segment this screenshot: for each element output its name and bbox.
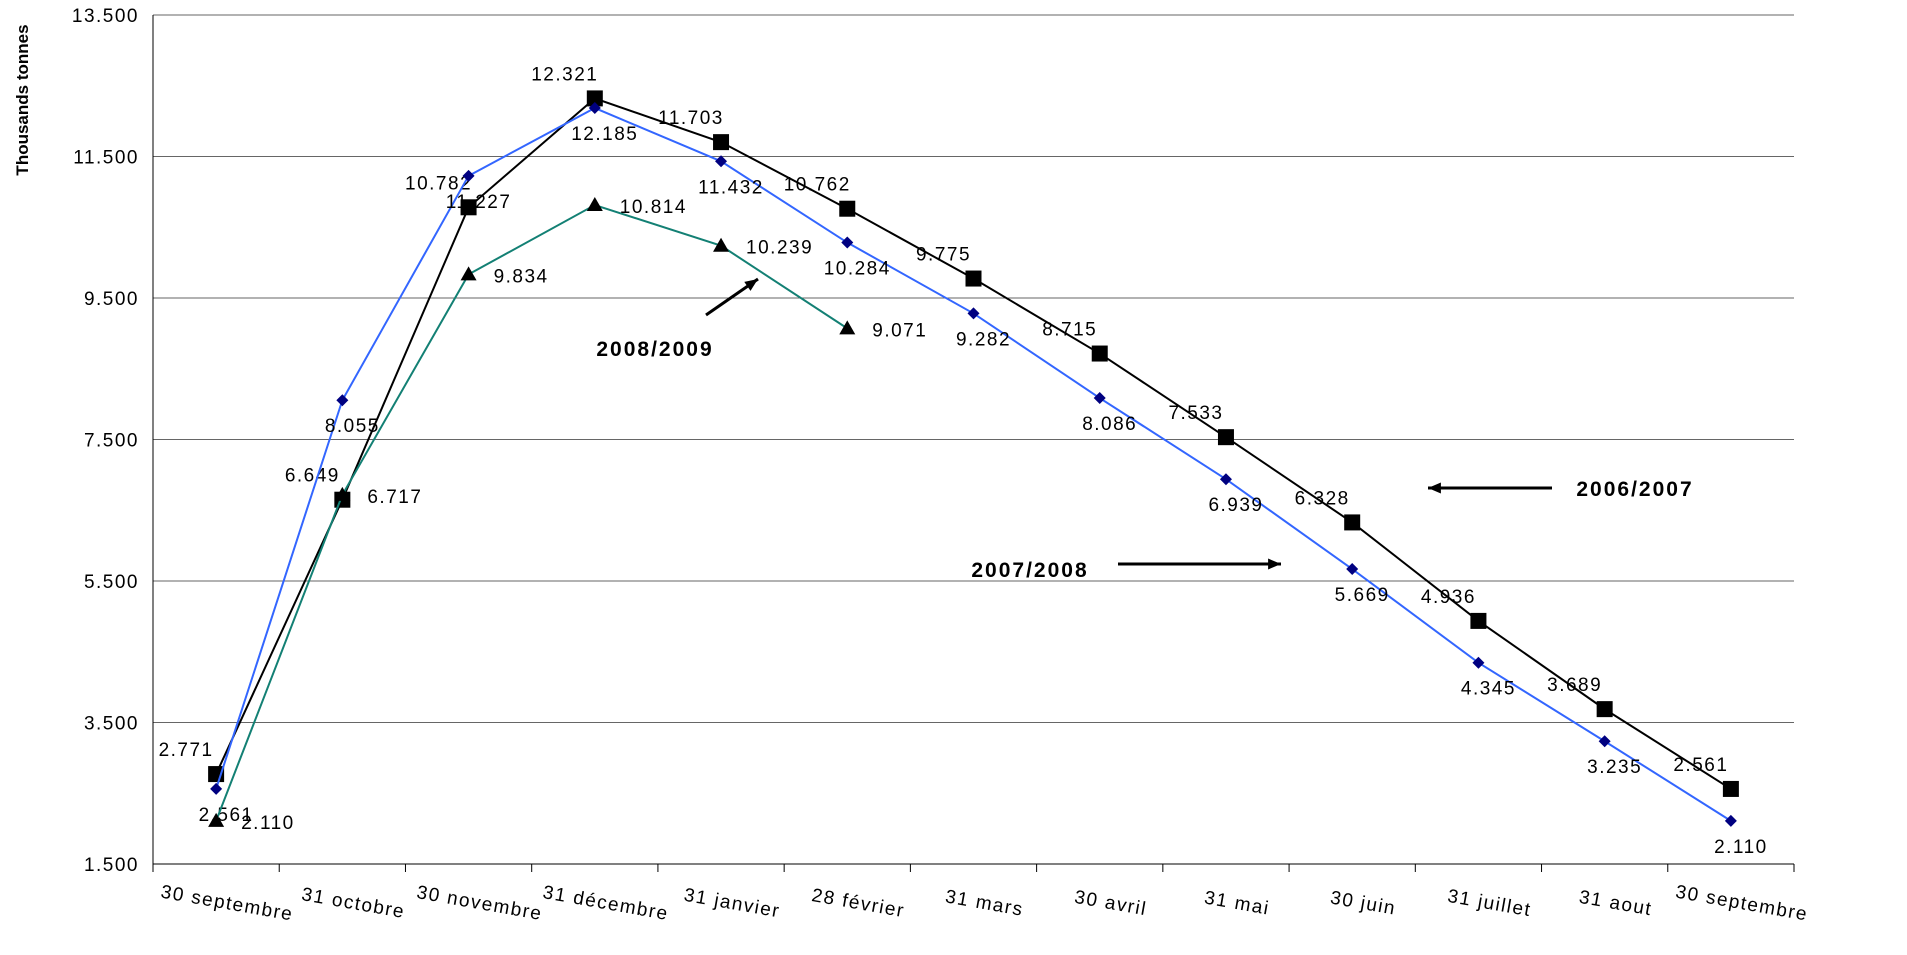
- x-tick-label: 31 mars: [944, 886, 1026, 920]
- x-tick-label: 30 septembre: [1674, 882, 1810, 926]
- data-label: 12.185: [571, 124, 638, 145]
- marker: [839, 320, 856, 335]
- arrow-head: [744, 279, 758, 291]
- y-tick-label: 13.500: [72, 6, 139, 27]
- data-label: 11.703: [658, 108, 724, 129]
- x-tick-label: 31 mai: [1203, 888, 1272, 920]
- data-label: 11.432: [698, 177, 764, 198]
- data-label: 10.284: [824, 259, 891, 280]
- y-tick-label: 3.500: [84, 714, 139, 735]
- data-label: 9.282: [956, 329, 1011, 350]
- series-annotation: 2006/2007: [1576, 478, 1693, 501]
- data-label: 2.110: [241, 813, 295, 834]
- data-label: 10.782: [405, 173, 472, 194]
- data-label: 8.055: [325, 416, 380, 437]
- data-label: 2.771: [159, 740, 214, 761]
- data-label: 3.235: [1587, 757, 1642, 778]
- y-tick-label: 1.500: [84, 855, 139, 876]
- x-tick-label: 31 décembre: [541, 882, 670, 925]
- x-tick-label: 30 juin: [1329, 887, 1398, 919]
- marker: [1344, 514, 1361, 531]
- marker: [1472, 656, 1485, 669]
- x-tick-label: 31 juillet: [1446, 886, 1533, 921]
- marker: [208, 812, 225, 827]
- series-line: [215, 203, 848, 822]
- marker: [839, 200, 856, 217]
- marker: [210, 782, 223, 795]
- marker: [586, 197, 603, 212]
- y-tick-label: 11.500: [73, 148, 139, 169]
- data-label: 2.561: [1673, 755, 1728, 776]
- data-label: 8.715: [1042, 320, 1097, 341]
- marker: [334, 486, 351, 501]
- data-label: 5.669: [1335, 585, 1390, 606]
- x-tick-label: 28 février: [810, 885, 906, 922]
- data-label: 6.649: [285, 466, 340, 487]
- marker: [336, 394, 349, 407]
- data-label: 11.227: [446, 192, 512, 213]
- data-label: 8.086: [1082, 414, 1137, 435]
- data-label: 10.762: [784, 175, 851, 196]
- marker: [460, 266, 477, 281]
- x-tick-label: 30 septembre: [159, 882, 295, 926]
- x-tick-label: 31 aout: [1577, 887, 1653, 921]
- data-label: 4.936: [1421, 587, 1476, 608]
- x-tick-label: 31 janvier: [682, 885, 782, 923]
- data-label: 10.814: [620, 197, 687, 218]
- marker: [713, 134, 730, 151]
- marker: [715, 155, 728, 168]
- marker: [462, 169, 475, 182]
- data-label: 4.345: [1461, 679, 1516, 700]
- data-label: 2.110: [1714, 837, 1768, 858]
- data-label: 9.834: [494, 266, 549, 287]
- marker: [967, 307, 980, 320]
- marker: [1596, 701, 1613, 718]
- series-annotation: 2008/2009: [596, 338, 713, 361]
- arrow-head: [1428, 482, 1441, 494]
- x-tick-label: 31 octobre: [300, 884, 407, 923]
- series-annotation: 2007/2008: [971, 559, 1088, 582]
- data-label: 6.939: [1208, 495, 1263, 516]
- marker: [1217, 429, 1234, 446]
- marker: [1093, 392, 1106, 405]
- marker: [713, 237, 730, 252]
- arrow-head: [1268, 558, 1281, 570]
- data-label: 9.071: [872, 320, 927, 341]
- data-label: 6.328: [1295, 488, 1350, 509]
- series-line: [215, 106, 1732, 822]
- data-label: 3.689: [1547, 675, 1602, 696]
- marker: [1598, 735, 1611, 748]
- marker: [1470, 612, 1487, 629]
- marker: [841, 236, 854, 249]
- marker: [1091, 345, 1108, 362]
- y-tick-label: 5.500: [84, 572, 139, 593]
- x-tick-label: 30 avril: [1073, 887, 1149, 920]
- x-tick-label: 30 novembre: [415, 882, 544, 925]
- marker: [1722, 780, 1739, 797]
- marker: [1724, 814, 1737, 827]
- data-label: 6.717: [367, 487, 422, 508]
- y-tick-label: 9.500: [84, 289, 139, 310]
- marker: [586, 90, 603, 107]
- data-label: 9.775: [916, 245, 971, 266]
- data-label: 12.321: [531, 64, 598, 85]
- data-label: 10.239: [746, 238, 813, 259]
- marker: [460, 199, 477, 216]
- marker: [1219, 473, 1232, 486]
- y-tick-label: 7.500: [84, 431, 139, 452]
- marker: [588, 102, 601, 115]
- marker: [965, 270, 982, 287]
- y-axis-title: Thousands tonnes: [13, 24, 32, 175]
- data-label: 7.533: [1168, 403, 1223, 424]
- marker: [1346, 563, 1359, 576]
